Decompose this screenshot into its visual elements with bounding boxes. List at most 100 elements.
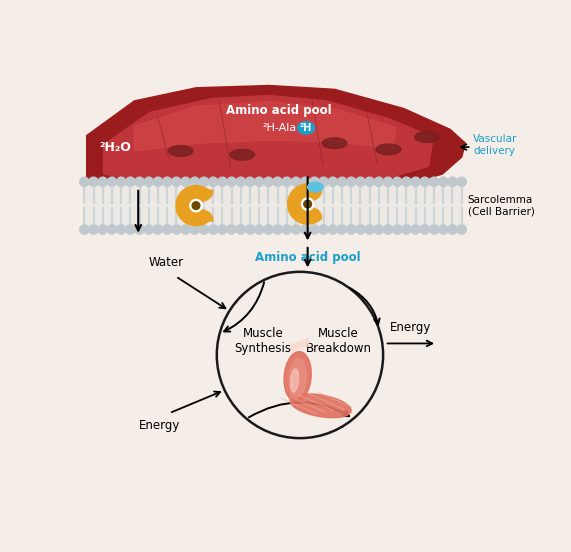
Circle shape <box>282 225 291 234</box>
Circle shape <box>429 177 439 187</box>
Circle shape <box>107 225 116 234</box>
Circle shape <box>190 199 202 212</box>
Circle shape <box>80 177 89 187</box>
Ellipse shape <box>308 182 323 192</box>
Ellipse shape <box>290 394 351 418</box>
Circle shape <box>246 225 255 234</box>
Ellipse shape <box>305 339 309 347</box>
Circle shape <box>199 177 208 187</box>
Polygon shape <box>87 86 465 191</box>
Circle shape <box>126 177 135 187</box>
Circle shape <box>80 225 89 234</box>
Text: Amino acid pool: Amino acid pool <box>255 251 360 264</box>
Circle shape <box>420 225 429 234</box>
Circle shape <box>199 225 208 234</box>
Circle shape <box>374 177 384 187</box>
Ellipse shape <box>289 359 306 397</box>
Circle shape <box>264 225 273 234</box>
Text: Energy: Energy <box>139 420 180 432</box>
Circle shape <box>192 202 200 209</box>
Circle shape <box>227 177 236 187</box>
Circle shape <box>172 225 181 234</box>
Circle shape <box>337 225 347 234</box>
Circle shape <box>439 225 448 234</box>
Circle shape <box>402 225 411 234</box>
Circle shape <box>144 177 154 187</box>
Circle shape <box>347 177 356 187</box>
Circle shape <box>154 177 163 187</box>
Circle shape <box>98 177 107 187</box>
Circle shape <box>291 177 300 187</box>
Circle shape <box>172 177 181 187</box>
Circle shape <box>365 225 374 234</box>
Circle shape <box>181 177 190 187</box>
Circle shape <box>411 177 420 187</box>
Ellipse shape <box>297 121 315 134</box>
Ellipse shape <box>296 342 300 349</box>
Circle shape <box>144 225 154 234</box>
Text: Energy: Energy <box>390 321 432 334</box>
Bar <box>85 182 461 230</box>
Circle shape <box>116 177 126 187</box>
Polygon shape <box>103 95 433 184</box>
Circle shape <box>255 177 264 187</box>
Ellipse shape <box>376 144 401 155</box>
Circle shape <box>448 177 457 187</box>
Text: Amino acid pool: Amino acid pool <box>226 104 332 118</box>
Circle shape <box>116 225 126 234</box>
Circle shape <box>365 177 374 187</box>
Circle shape <box>356 225 365 234</box>
Circle shape <box>356 177 365 187</box>
Circle shape <box>310 225 319 234</box>
Circle shape <box>227 225 236 234</box>
Ellipse shape <box>415 132 439 142</box>
Circle shape <box>429 225 439 234</box>
Circle shape <box>319 177 328 187</box>
Circle shape <box>255 225 264 234</box>
Circle shape <box>301 198 314 210</box>
Circle shape <box>273 225 282 234</box>
Wedge shape <box>288 184 322 224</box>
Text: Vascular
delivery: Vascular delivery <box>473 134 517 156</box>
Circle shape <box>439 177 448 187</box>
Ellipse shape <box>291 369 299 392</box>
Circle shape <box>208 177 218 187</box>
Circle shape <box>310 177 319 187</box>
Circle shape <box>135 177 144 187</box>
Circle shape <box>328 225 337 234</box>
Circle shape <box>107 177 116 187</box>
Circle shape <box>304 200 312 208</box>
Polygon shape <box>134 102 396 151</box>
Ellipse shape <box>284 352 311 401</box>
Circle shape <box>347 225 356 234</box>
Wedge shape <box>191 210 213 221</box>
Circle shape <box>163 177 172 187</box>
Circle shape <box>190 177 199 187</box>
Text: ²H₂O: ²H₂O <box>99 141 131 153</box>
Circle shape <box>218 225 227 234</box>
Circle shape <box>448 225 457 234</box>
Text: Sarcolemma
(Cell Barrier): Sarcolemma (Cell Barrier) <box>468 195 534 216</box>
Circle shape <box>264 177 273 187</box>
Circle shape <box>393 225 402 234</box>
Circle shape <box>337 177 347 187</box>
Circle shape <box>319 225 328 234</box>
Circle shape <box>393 177 402 187</box>
Circle shape <box>402 177 411 187</box>
Circle shape <box>383 225 393 234</box>
Circle shape <box>98 225 107 234</box>
Circle shape <box>89 177 98 187</box>
Text: Water: Water <box>148 256 184 269</box>
Circle shape <box>135 225 144 234</box>
Circle shape <box>126 225 135 234</box>
Circle shape <box>218 177 227 187</box>
Wedge shape <box>301 185 321 200</box>
Ellipse shape <box>291 343 295 351</box>
Circle shape <box>154 225 163 234</box>
Text: ²H: ²H <box>300 123 312 133</box>
Circle shape <box>300 177 310 187</box>
Circle shape <box>282 177 291 187</box>
Circle shape <box>383 177 393 187</box>
Circle shape <box>411 225 420 234</box>
Circle shape <box>236 225 246 234</box>
